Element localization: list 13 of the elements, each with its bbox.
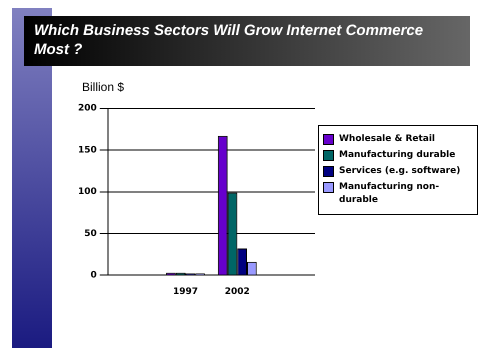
- y-tick-label: 100: [78, 187, 97, 198]
- y-tick-label: 0: [90, 270, 97, 281]
- y-tick-label: 200: [78, 104, 97, 114]
- legend-label: Services (e.g. software): [339, 165, 460, 178]
- x-tick-label: 2002: [224, 286, 250, 297]
- legend-label: Manufacturing durable: [339, 149, 456, 162]
- legend-label: Manufacturing non-durable: [339, 181, 440, 207]
- legend-label: Wholesale & Retail: [339, 133, 436, 146]
- chart-title: Which Business Sectors Will Grow Internet Commerce Most ?: [24, 16, 470, 64]
- y-tick-label: 150: [78, 145, 97, 156]
- x-tick-label: 1997: [172, 286, 198, 297]
- y-tick-label: 50: [84, 228, 97, 239]
- y-axis-title: Billion $: [82, 80, 124, 94]
